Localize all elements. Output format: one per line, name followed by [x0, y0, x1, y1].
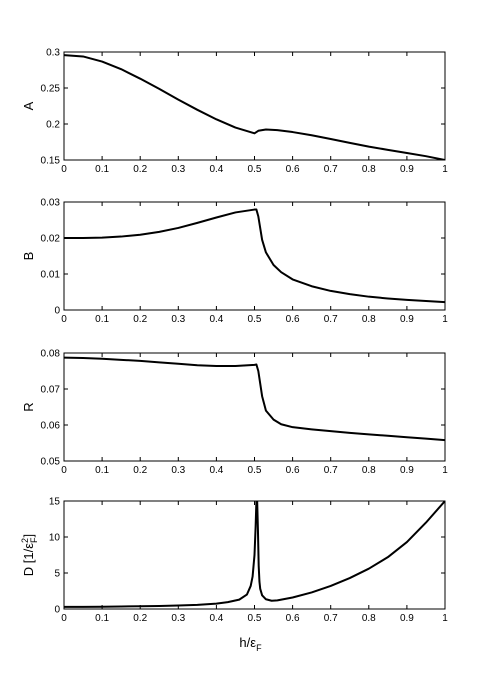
x-tick-label: 0.2 [133, 314, 147, 325]
y-axis-label: R [21, 402, 36, 411]
panel-1: 0 0.1 0.2 0.3 0.4 0.5 0.6 0.7 0.8 0.9 1 0 0.01 0.02 0.… [21, 198, 448, 326]
x-tick-label: 0.6 [286, 465, 300, 476]
y-tick-label: 0.07 [41, 385, 61, 396]
y-axis-label-end: ] [21, 534, 36, 538]
y-tick-label: 0.25 [41, 84, 61, 95]
y-tick-label: 15 [49, 497, 61, 508]
x-tick-label: 0.6 [286, 314, 300, 325]
panel-0: 0 0.1 0.2 0.3 0.4 0.5 0.6 0.7 0.8 0.9 1 0.15 0.2 0.25… [21, 48, 448, 176]
y-tick-label: 0.15 [41, 156, 61, 167]
x-tick-label: 0.9 [400, 613, 414, 624]
series-line-0 [64, 356, 445, 442]
x-tick-label: 0.1 [95, 613, 109, 624]
series-line-0 [64, 501, 445, 608]
x-tick-label: 1 [442, 164, 448, 175]
y-tick-label: 0.08 [41, 349, 61, 360]
x-tick-label: 0.8 [362, 465, 376, 476]
x-tick-label: 0.9 [400, 314, 414, 325]
y-tick-label: 0.06 [41, 421, 61, 432]
panel-2: 0 0.1 0.2 0.3 0.4 0.5 0.6 0.7 0.8 0.9 1 0.05 0.06 0.0… [21, 349, 448, 477]
y-axis-label: A [21, 101, 36, 110]
x-tick-label: 0.5 [248, 164, 262, 175]
y-tick-label: 0.02 [41, 234, 61, 245]
y-tick-label: 10 [49, 533, 61, 544]
x-tick-label: 0.6 [286, 164, 300, 175]
y-axis-label-sup: 2 [20, 538, 30, 543]
x-tick-label: 0.3 [171, 314, 185, 325]
y-tick-label: 5 [54, 569, 60, 580]
x-tick-label: 0.7 [324, 314, 338, 325]
y-tick-label: 0 [54, 306, 60, 317]
x-tick-label: 1 [442, 465, 448, 476]
y-tick-label: 0.05 [41, 457, 61, 468]
x-tick-label: 0.1 [95, 314, 109, 325]
x-tick-label: 0.5 [248, 465, 262, 476]
x-tick-label: 0.8 [362, 613, 376, 624]
x-tick-label: 0.5 [248, 613, 262, 624]
x-tick-label: 0.3 [171, 164, 185, 175]
x-tick-label: 0.2 [133, 613, 147, 624]
x-tick-label: 0.8 [362, 314, 376, 325]
axes-frame [63, 352, 446, 462]
x-tick-label: 0.2 [133, 164, 147, 175]
x-tick-label: 0 [61, 613, 67, 624]
x-tick-label: 0.1 [95, 164, 109, 175]
x-tick-label: 0 [61, 314, 67, 325]
x-tick-label: 0.4 [209, 613, 223, 624]
x-tick-label: 0.3 [171, 465, 185, 476]
x-tick-label: 0.3 [171, 613, 185, 624]
x-tick-label: 0.1 [95, 465, 109, 476]
x-tick-label: 0 [61, 465, 67, 476]
x-tick-label: 0.7 [324, 613, 338, 624]
x-tick-label: 0.4 [209, 164, 223, 175]
y-axis-label: B [21, 252, 36, 261]
x-tick-label: 0.8 [362, 164, 376, 175]
axes-frame [63, 201, 446, 311]
x-tick-label: 0.2 [133, 465, 147, 476]
x-tick-label: 0.5 [248, 314, 262, 325]
x-tick-label: 0 [61, 164, 67, 175]
y-tick-label: 0 [54, 605, 60, 616]
x-tick-label: 1 [442, 314, 448, 325]
series-line-0 [64, 208, 445, 304]
x-tick-label: 0.9 [400, 164, 414, 175]
y-axis-label-sub: F [29, 537, 39, 543]
x-axis-label: h/εF [239, 635, 262, 653]
x-axis-label-sub: F [256, 643, 262, 653]
x-tick-label: 0.7 [324, 164, 338, 175]
y-tick-label: 0.03 [41, 198, 61, 209]
x-tick-label: 0.4 [209, 465, 223, 476]
y-axis-label: D [1/ε2F] [20, 534, 39, 576]
x-tick-label: 0.6 [286, 613, 300, 624]
x-tick-label: 0.9 [400, 465, 414, 476]
y-tick-label: 0.01 [41, 270, 61, 281]
x-tick-label: 0.7 [324, 465, 338, 476]
y-tick-label: 0.2 [46, 120, 60, 131]
x-tick-label: 0.4 [209, 314, 223, 325]
series-line-0 [64, 54, 445, 160]
x-tick-label: 1 [442, 613, 448, 624]
y-tick-label: 0.3 [46, 48, 60, 59]
